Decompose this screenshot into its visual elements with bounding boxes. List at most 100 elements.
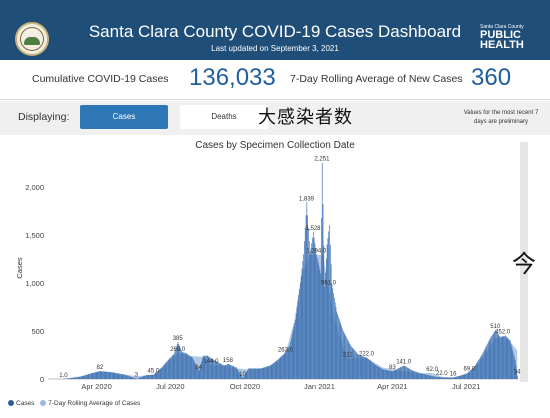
- case-bar: [228, 364, 230, 379]
- case-bar: [182, 352, 184, 379]
- case-bar: [334, 297, 335, 379]
- case-bar: [513, 353, 514, 379]
- chart-axes: 0 500 1,000 1,500 2,000 Apr 2020 Jul 2020 Oct 2…: [25, 183, 518, 391]
- case-bar: [258, 368, 260, 379]
- case-bar: [263, 367, 265, 379]
- case-bar: [250, 368, 252, 379]
- case-bar: [309, 254, 311, 379]
- case-bar: [428, 375, 430, 379]
- case-bar: [510, 343, 512, 379]
- case-bar: [195, 364, 197, 379]
- case-bar: [515, 365, 517, 379]
- legend-dot-rolling: [40, 400, 47, 407]
- case-bar: [146, 375, 147, 379]
- case-bar: [299, 289, 300, 379]
- display-selector-row: Displaying: Cases Deaths 大感染者数 Values fo…: [0, 101, 550, 135]
- case-bar: [449, 377, 451, 379]
- case-bar: [253, 368, 255, 379]
- logo-public-text: PUBLIC: [480, 29, 521, 41]
- case-bar: [86, 374, 87, 379]
- case-bar: [304, 228, 306, 379]
- case-bar: [470, 370, 471, 379]
- case-bar: [240, 375, 242, 379]
- case-bar: [167, 360, 168, 379]
- case-bar: [79, 376, 81, 379]
- case-bar: [342, 328, 343, 379]
- case-bar: [180, 350, 182, 379]
- case-bar: [476, 362, 478, 379]
- case-bar: [235, 367, 236, 379]
- case-bar: [371, 361, 372, 379]
- case-bar: [132, 377, 133, 379]
- case-bar: [430, 375, 432, 379]
- case-bar: [189, 356, 191, 379]
- case-bar: [214, 360, 216, 379]
- case-bar: [402, 365, 404, 379]
- case-bar: [256, 368, 257, 379]
- case-bar: [302, 261, 304, 379]
- case-bar: [317, 262, 319, 379]
- cases-toggle-button[interactable]: Cases: [80, 105, 168, 129]
- x-tick-label: Jan 2021: [304, 382, 335, 391]
- case-bar: [381, 368, 382, 379]
- case-bar: [480, 356, 482, 379]
- case-bar: [317, 258, 318, 379]
- case-bar: [116, 373, 118, 379]
- case-bar: [278, 359, 279, 379]
- case-bar: [176, 344, 178, 379]
- case-bar: [297, 301, 299, 379]
- case-bar: [351, 346, 352, 379]
- case-bar: [516, 370, 518, 379]
- case-bar: [423, 374, 424, 379]
- case-bar: [165, 362, 167, 379]
- case-bar: [501, 336, 503, 379]
- case-bar: [358, 354, 360, 379]
- case-bar: [206, 355, 207, 379]
- deaths-toggle-button[interactable]: Deaths: [180, 105, 268, 129]
- chart-scrollbar[interactable]: [520, 142, 528, 382]
- header-bar: Santa Clara County COVID-19 Cases Dashbo…: [0, 0, 550, 60]
- data-label: 222.0: [359, 352, 375, 358]
- case-bar: [272, 363, 274, 379]
- public-health-logo: Santa Clara County PUBLIC HEALTH: [480, 24, 535, 51]
- case-bar: [463, 374, 465, 379]
- handwritten-annotation: 大感染者数: [258, 107, 353, 128]
- case-bar: [177, 342, 179, 379]
- case-bar: [69, 378, 70, 379]
- cumulative-cases-label: Cumulative COVID-19 Cases: [32, 73, 169, 85]
- case-bar: [473, 367, 475, 379]
- case-bar: [246, 371, 248, 379]
- case-bar: [325, 272, 326, 379]
- case-bar: [236, 367, 237, 379]
- case-bar: [233, 366, 235, 379]
- case-bar: [335, 307, 337, 379]
- case-bar: [116, 373, 117, 379]
- case-bar: [83, 375, 85, 379]
- case-bar: [383, 369, 385, 379]
- case-bar: [267, 366, 269, 379]
- case-bar: [341, 326, 342, 379]
- case-bar: [184, 352, 186, 379]
- case-bar: [275, 361, 277, 379]
- case-bar: [419, 373, 421, 379]
- case-bar: [203, 355, 205, 379]
- case-bar: [307, 215, 308, 379]
- case-bar: [353, 349, 355, 379]
- case-bar: [509, 340, 511, 379]
- case-bar: [145, 375, 146, 379]
- case-bar: [324, 286, 325, 379]
- case-bar: [386, 370, 388, 379]
- case-bar: [213, 359, 214, 379]
- legend-item-cases: Cases: [8, 400, 34, 407]
- case-bar: [77, 377, 79, 379]
- case-bar: [96, 371, 98, 379]
- case-bar: [429, 375, 431, 379]
- case-bar: [409, 368, 411, 379]
- data-label: 62.0: [426, 367, 438, 373]
- case-bar: [241, 376, 243, 379]
- case-bar: [511, 346, 513, 379]
- case-bar: [120, 374, 122, 379]
- case-bar: [372, 363, 374, 379]
- case-bar: [385, 369, 386, 379]
- case-bar: [365, 357, 367, 379]
